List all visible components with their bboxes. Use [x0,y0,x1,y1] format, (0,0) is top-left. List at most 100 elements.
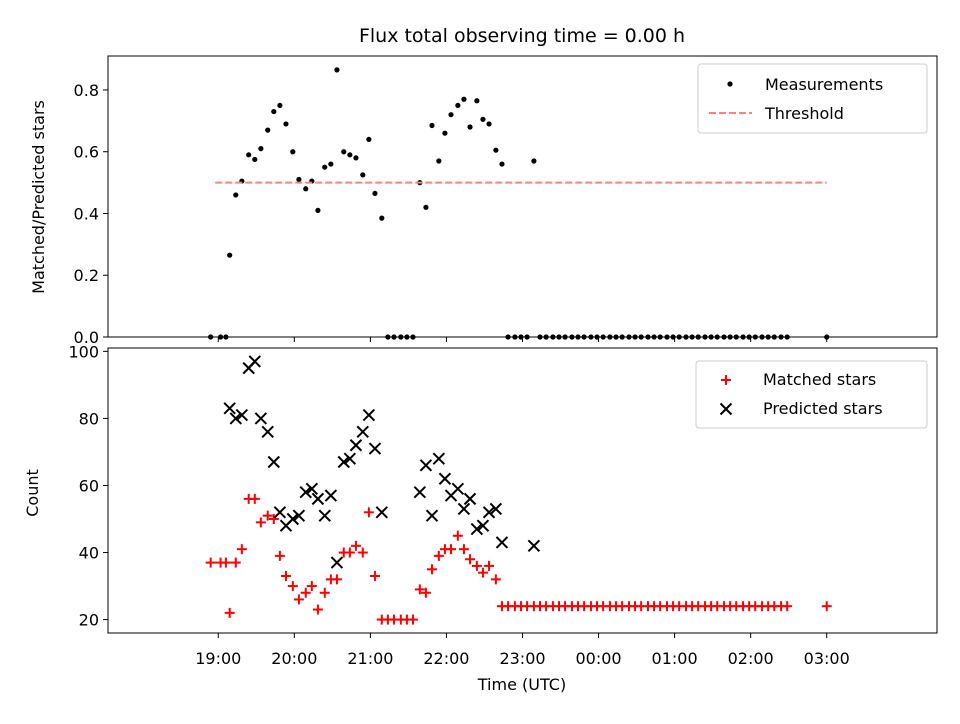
matched-star-point [821,601,832,612]
legend-predicted-label: Predicted stars [763,399,883,418]
matched-star-point [262,510,273,521]
matched-stars-points [205,493,832,625]
measurement-point [334,67,340,73]
top-y-tick-label: 0.4 [74,204,99,223]
matched-star-point [287,581,298,592]
bottom-x-axis: 19:00 20:00 21:00 22:00 23:00 00:00 01:00 02:00… [195,633,850,668]
measurement-point [442,130,448,136]
matched-star-point [268,514,279,524]
predicted-star-point [305,482,319,496]
measurement-point [366,136,372,142]
predicted-star-point [356,425,369,439]
top-y-axis-label: Matched/Predicted stars [29,100,48,294]
measurement-point [480,116,486,122]
matched-star-point [363,507,374,518]
measurement-point [448,112,454,118]
matched-star-point [420,587,431,598]
matched-star-point [274,550,285,561]
bottom-legend: Matched stars Predicted stars [695,360,928,429]
matched-star-point [319,587,330,598]
matched-star-point [465,554,476,565]
predicted-star-point [349,439,363,452]
predicted-star-point [463,492,477,506]
measurement-point [486,121,492,127]
bottom-panel: 20 40 60 80 100 19:00 20:00 21:00 22:00 23:00 00:… [23,342,938,694]
bottom-y-tick-label: 60 [79,476,99,495]
measurement-point [360,172,366,178]
top-x-ticks [217,337,828,342]
legend-threshold-label: Threshold [764,104,844,123]
matched-star-point [220,557,231,568]
predicted-star-point [330,556,344,569]
predicted-star-point [476,519,490,532]
top-y-tick-label: 0.6 [74,143,99,162]
bottom-y-axis: 20 40 60 80 100 [68,342,108,630]
predicted-star-point [451,482,465,496]
predicted-star-point [419,459,433,472]
top-y-tick-label: 0.0 [74,328,99,347]
top-legend-box [697,63,928,134]
chart-title: Flux total observing time = 0.00 h [359,25,685,47]
predicted-star-point [273,506,287,519]
x-tick-label: 23:00 [499,649,545,668]
measurement-point [246,152,252,158]
legend-measurements-marker [727,81,733,87]
matched-star-point [236,544,247,555]
matched-star-point [293,594,304,605]
measurement-point [455,102,461,109]
top-y-axis: 0.0 0.2 0.4 0.6 0.8 [74,81,108,347]
predicted-star-point [248,355,261,368]
measurement-point [315,207,321,213]
measurement-point [436,158,442,164]
bottom-y-tick-label: 40 [79,544,99,563]
measurement-point [372,190,378,197]
predicted-star-point [286,512,300,526]
measurement-point [328,161,334,167]
measurement-point [341,149,347,155]
matched-star-point [477,567,488,578]
matched-star-point [433,550,444,561]
bottom-y-tick-label: 100 [68,342,99,361]
measurement-point [258,146,264,152]
x-tick-label: 02:00 [728,649,774,668]
predicted-star-point [495,536,509,549]
predicted-star-point [362,408,376,422]
x-tick-label: 00:00 [576,649,622,668]
predicted-star-point [292,509,306,522]
top-y-tick-label: 0.8 [74,81,99,100]
predicted-star-point [425,509,439,522]
matched-star-point [357,547,368,558]
measurement-point [461,96,467,102]
bottom-y-tick-label: 20 [79,611,99,630]
matched-star-point [471,560,482,571]
matched-star-point [350,540,361,551]
predicted-star-point [413,485,427,499]
measurement-point [467,124,473,130]
predicted-star-point [368,442,382,455]
measurement-point [429,122,435,129]
legend-predicted-marker [719,402,733,416]
matched-star-point [414,584,425,595]
predicted-star-point [299,485,312,499]
matched-star-point [344,547,355,558]
predicted-star-point [343,452,357,465]
top-y-tick-label: 0.2 [74,266,99,285]
predicted-star-point [432,452,446,465]
bottom-legend-box [695,360,928,429]
matched-star-point [255,517,266,528]
predicted-star-point [267,455,281,469]
x-tick-label: 01:00 [652,649,698,668]
measurement-point [303,186,309,192]
top-panel: 0.00.20.40.60.8 Matched/Predicted stars … [29,55,938,347]
matched-star-point [331,574,342,585]
matched-star-point [230,557,241,568]
matched-star-point [205,557,216,568]
matched-star-point [452,530,463,541]
predicted-star-point [229,412,242,425]
matched-star-point [490,574,501,585]
legend-measurements-label: Measurements [765,75,883,94]
x-tick-label: 22:00 [423,649,469,668]
predicted-star-point [489,502,503,516]
matched-star-point [484,560,495,571]
